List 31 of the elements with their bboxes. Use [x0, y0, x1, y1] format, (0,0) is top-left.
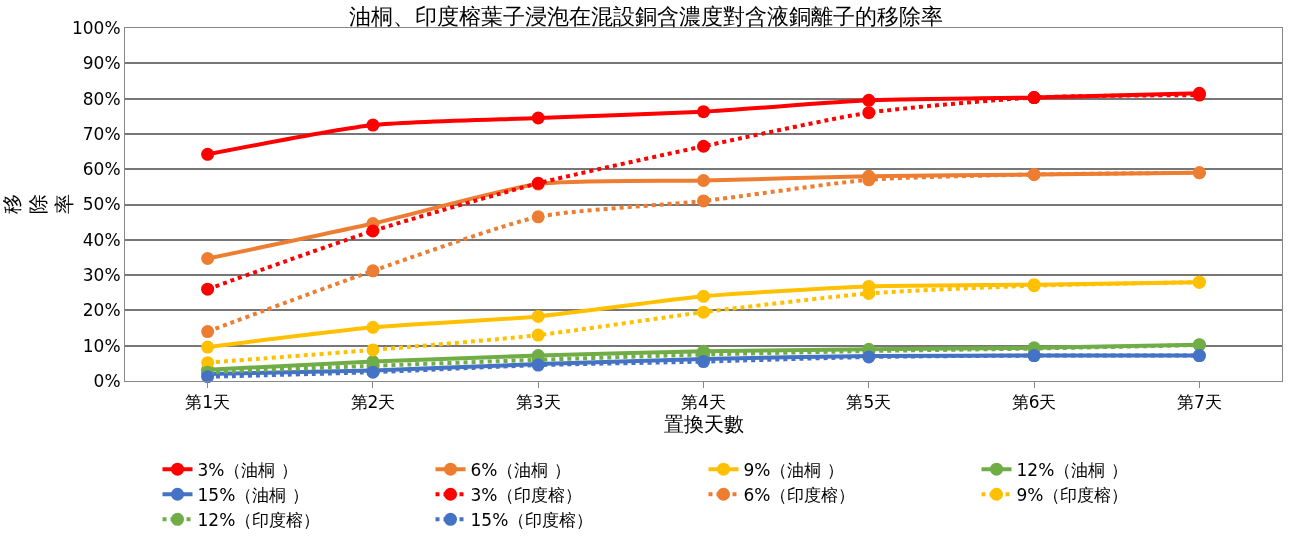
legend-label: 6%（油桐 ）: [470, 459, 571, 480]
legend-label: 6%（印度榕）: [743, 484, 856, 505]
legend-label: 15%（印度榕）: [470, 509, 594, 530]
x-tick-label: 第6天: [1011, 392, 1057, 413]
x-tick-label: 第3天: [515, 392, 561, 413]
y-tick-label: 80%: [82, 88, 121, 109]
y-axis-title: 移除率: [0, 194, 76, 215]
y-tick-label: 50%: [82, 194, 121, 215]
y-tick-label: 40%: [82, 229, 121, 250]
legend-label: 9%（油桐 ）: [743, 459, 844, 480]
y-tick-label: 100%: [71, 17, 121, 38]
legend-label: 15%（油桐 ）: [197, 484, 309, 505]
legend-label: 3%（油桐 ）: [197, 459, 298, 480]
x-tick-label: 第4天: [681, 392, 726, 413]
legend-label: 12%（印度榕）: [197, 509, 321, 530]
legend-label: 3%（印度榕）: [470, 484, 583, 505]
x-tick-label: 第7天: [1176, 392, 1222, 413]
y-tick-label: 0%: [93, 370, 121, 391]
legend-label: 12%（油桐 ）: [1016, 459, 1128, 480]
chart-title: 油桐、印度榕葉子浸泡在混設銅含濃度對含液銅離子的移除率: [349, 3, 943, 29]
legend-label: 9%（印度榕）: [1016, 484, 1129, 505]
y-tick-label: 30%: [82, 265, 121, 286]
y-tick-label: 60%: [82, 159, 121, 180]
x-tick-label: 第2天: [350, 392, 396, 413]
y-tick-label: 70%: [82, 123, 121, 144]
x-axis-title: 置換天數: [663, 412, 744, 437]
x-tick-label: 第1天: [185, 392, 231, 413]
y-tick-label: 20%: [82, 300, 121, 321]
x-tick-label: 第5天: [846, 392, 892, 413]
y-tick-label: 90%: [82, 53, 121, 74]
y-tick-label: 10%: [82, 335, 121, 356]
